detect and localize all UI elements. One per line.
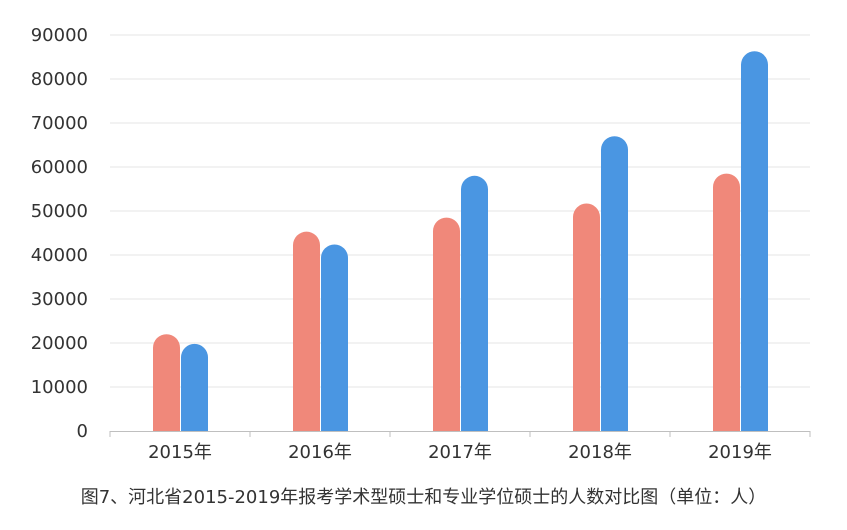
- bar-chart: 0 10000 20000 30000 40000 50000 60000 70000 8000…: [31, 25, 811, 463]
- gridlines: [110, 34, 810, 388]
- bar-series-2: [181, 343, 208, 431]
- y-tick-label: 90000: [31, 25, 88, 46]
- bars: [153, 51, 768, 432]
- bar-series-2: [601, 136, 628, 431]
- bar-series-1: [573, 203, 600, 431]
- bar-series-1: [293, 231, 320, 431]
- bar-series-1: [153, 334, 180, 431]
- x-category-label: 2016年: [288, 442, 352, 463]
- y-tick-label: 40000: [31, 245, 88, 266]
- x-category-label: 2017年: [428, 442, 492, 463]
- x-axis-category-labels: 2015年 2016年 2017年 2018年 2019年: [148, 442, 772, 463]
- bar-series-1: [433, 217, 460, 431]
- y-tick-label: 10000: [31, 377, 88, 398]
- y-tick-label: 70000: [31, 113, 88, 134]
- y-tick-label: 0: [77, 421, 88, 442]
- bar-series-2: [461, 175, 488, 431]
- bar-series-2: [741, 51, 768, 432]
- y-tick-label: 50000: [31, 201, 88, 222]
- bar-series-1: [713, 173, 740, 431]
- y-axis-tick-labels: 0 10000 20000 30000 40000 50000 60000 70000 8000…: [31, 25, 88, 442]
- y-tick-label: 30000: [31, 289, 88, 310]
- y-tick-label: 80000: [31, 69, 88, 90]
- chart-caption: 图7、河北省2015-2019年报考学术型硕士和专业学位硕士的人数对比图（单位：…: [80, 487, 767, 508]
- y-tick-label: 20000: [31, 333, 88, 354]
- x-category-label: 2018年: [568, 442, 632, 463]
- bar-series-2: [321, 244, 348, 431]
- y-tick-label: 60000: [31, 157, 88, 178]
- x-category-label: 2019年: [708, 442, 772, 463]
- x-category-label: 2015年: [148, 442, 212, 463]
- x-axis-ticks: [109, 431, 811, 437]
